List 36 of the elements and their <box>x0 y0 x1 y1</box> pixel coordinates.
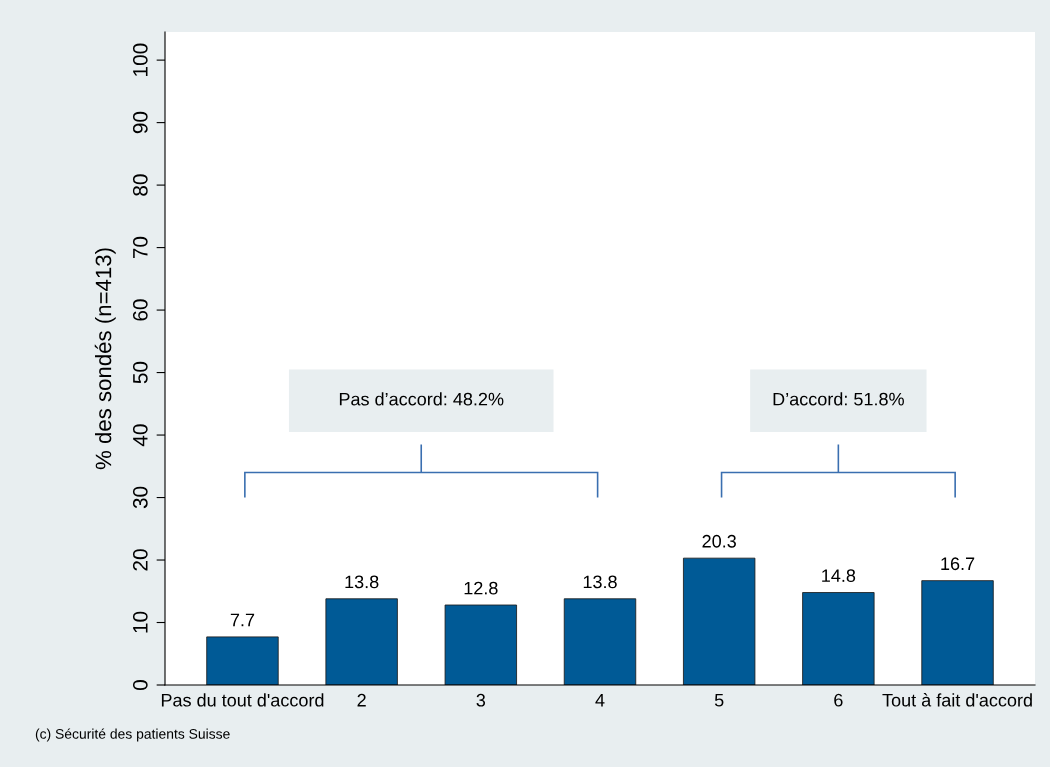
y-tick-label: 10 <box>132 611 148 633</box>
data-label: 13.8 <box>583 575 617 589</box>
y-axis-title: % des sondés (n=413) <box>94 248 116 470</box>
x-tick-label: Pas du tout d'accord <box>161 693 324 707</box>
annotation: D’accord: 51.8% <box>773 392 904 406</box>
x-tick-label: Tout à fait d'accord <box>882 693 1032 707</box>
y-tick-label: 30 <box>132 486 148 509</box>
data-label: 16.7 <box>941 557 975 571</box>
bar <box>921 580 994 685</box>
data-label: 20.3 <box>702 534 736 548</box>
annotation: Pas d’accord: 48.2% <box>339 392 504 406</box>
x-tick-label: 3 <box>476 693 486 707</box>
bar <box>325 598 398 685</box>
y-tick-label: 40 <box>132 424 148 447</box>
y-tick-label: 0 <box>132 680 148 690</box>
x-tick-label: 5 <box>714 694 724 707</box>
data-label: 7.7 <box>230 613 255 627</box>
y-tick-label: 70 <box>132 236 148 259</box>
x-tick-label: 6 <box>834 693 843 707</box>
y-tick-label: 80 <box>132 174 148 196</box>
data-label: 12.8 <box>464 581 498 595</box>
bar <box>563 598 637 685</box>
x-tick-label: 4 <box>595 694 605 707</box>
x-tick-label: 2 <box>357 693 366 707</box>
bar <box>802 592 875 685</box>
bar <box>683 557 756 685</box>
y-tick-label: 90 <box>132 111 148 134</box>
bar <box>444 604 517 685</box>
text: (c) Sécurité des patients Suisse <box>35 728 230 742</box>
data-label: 14.8 <box>822 569 856 582</box>
data-label: 13.8 <box>345 575 379 589</box>
y-tick-label: 20 <box>132 549 148 571</box>
bar <box>206 636 279 685</box>
y-tick-label: 100 <box>132 43 148 76</box>
y-tick-label: 50 <box>132 361 148 384</box>
y-tick-label: 60 <box>132 299 148 321</box>
